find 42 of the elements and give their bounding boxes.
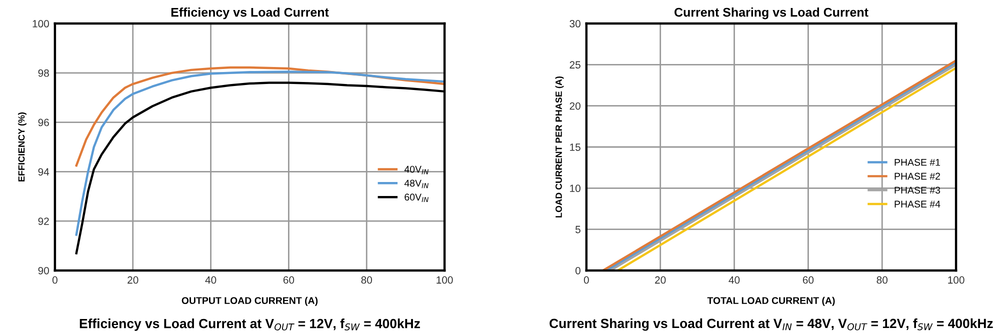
- y-tick-label: 0: [575, 266, 580, 274]
- text: Current Sharing vs Load Current at V$_{IN}$ = 48V, V$_{OUT}$ = 12V, f$_{SW}$ = 400kHz: [550, 318, 993, 331]
- chart-title: Current Sharing vs Load Current: [674, 8, 868, 20]
- text: Efficiency vs Load Current at V$_{OUT}$ = 12V, f$_{SW}$ = 400kHz: [80, 318, 420, 331]
- y-tick-label: 20: [570, 102, 580, 110]
- y-tick-label: 10: [570, 184, 580, 192]
- x-tick-label: 60: [802, 276, 814, 284]
- legend-label: 60V$_{IN}$: [404, 194, 429, 202]
- x-tick-label: 40: [205, 276, 216, 284]
- y-tick-label: 92: [38, 218, 49, 225]
- y-tick-label: 94: [38, 168, 50, 176]
- x-tick-label: 100: [948, 276, 964, 284]
- x-tick-label: 60: [283, 276, 294, 284]
- legend-label: PHASE #1: [894, 158, 940, 166]
- y-axis-title: LOAD CURRENT PER PHASE (A): [555, 76, 564, 218]
- line-series: [75, 70, 445, 236]
- x-tick-label: 40: [728, 276, 740, 284]
- x-tick-label: 20: [128, 276, 138, 284]
- y-tick-label: 5: [575, 226, 580, 234]
- y-axis-title: EFFICIENCY (%): [18, 112, 26, 182]
- y-tick-label: 96: [38, 118, 49, 126]
- legend-label: 48V$_{IN}$: [404, 180, 429, 188]
- legend-label: PHASE #3: [894, 186, 940, 194]
- x-axis-title: TOTAL LOAD CURRENT (A): [707, 296, 835, 306]
- chart-title: Efficiency vs Load Current: [171, 8, 329, 20]
- x-tick-label: 80: [361, 276, 372, 284]
- y-tick-label: 25: [570, 61, 580, 69]
- y-tick-label: 30: [570, 20, 580, 28]
- x-axis-title: OUTPUT LOAD CURRENT (A): [182, 296, 318, 306]
- legend-label: PHASE #4: [894, 200, 940, 208]
- x-tick-label: 100: [436, 276, 453, 284]
- x-tick-label: 20: [655, 276, 666, 284]
- y-tick-label: 15: [570, 144, 580, 151]
- legend-label: 40V$_{IN}$: [404, 166, 429, 174]
- legend-label: PHASE #2: [894, 172, 940, 180]
- x-tick-label: 0: [584, 276, 589, 284]
- x-tick-label: 0: [52, 276, 58, 284]
- x-tick-label: 80: [876, 276, 888, 284]
- y-tick-label: 100: [32, 20, 49, 28]
- line-series: [75, 66, 445, 167]
- y-tick-label: 90: [38, 266, 49, 274]
- y-tick-label: 98: [38, 69, 49, 77]
